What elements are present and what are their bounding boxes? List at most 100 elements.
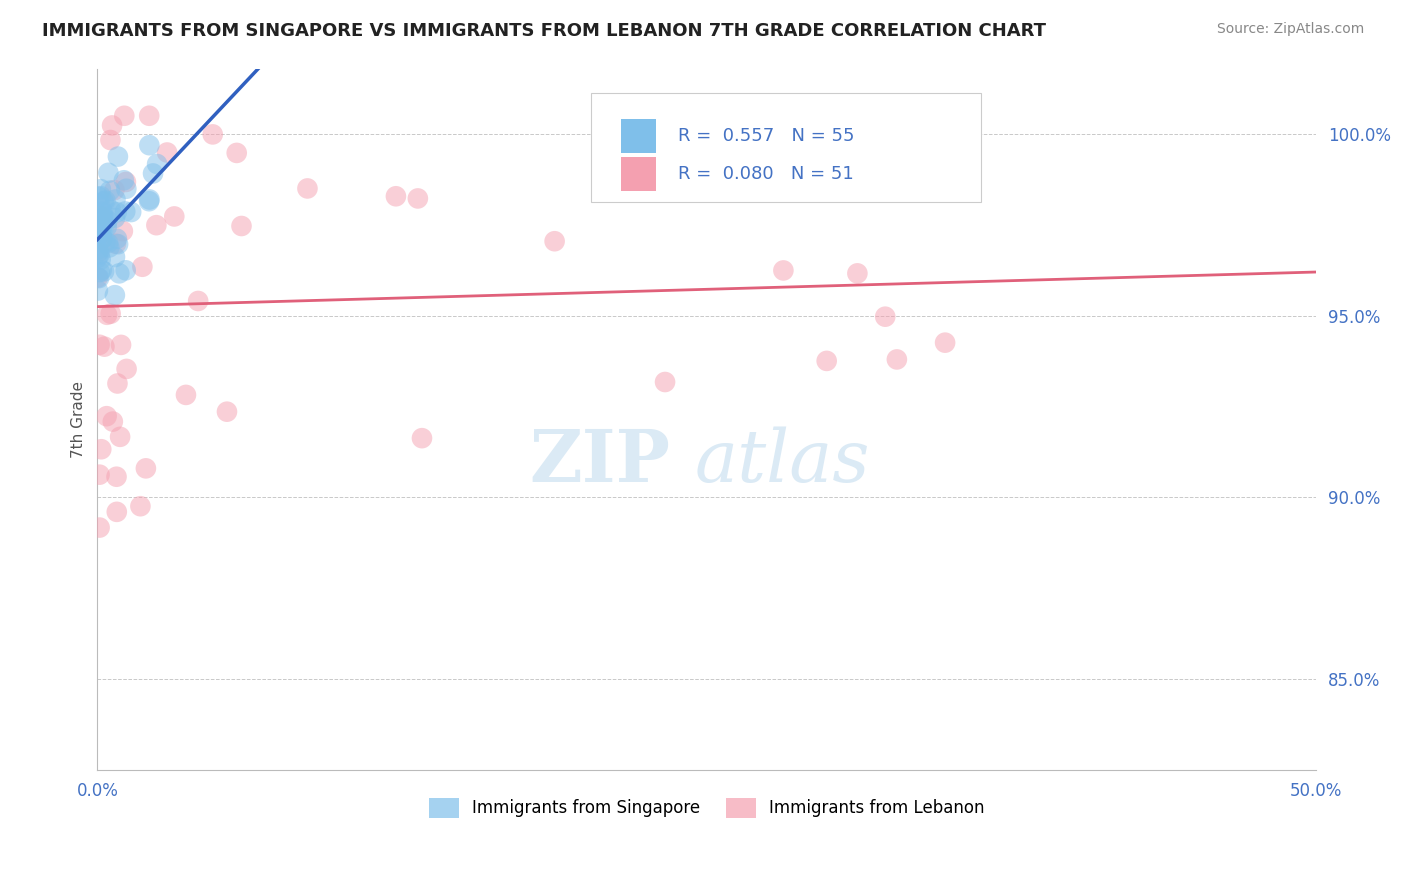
Point (91, 231, 114, 245)
Point (100, 202, 122, 217)
Point (98, 184, 121, 198)
Point (120, 205, 142, 219)
Point (114, 204, 136, 219)
Point (90, 225, 112, 239)
Point (89, 467, 111, 482)
Text: R =  0.080   N = 51: R = 0.080 N = 51 (678, 165, 853, 183)
Point (89, 338, 111, 352)
FancyBboxPatch shape (621, 120, 655, 153)
Point (107, 376, 129, 391)
Point (111, 224, 134, 238)
Point (112, 109, 135, 123)
Point (91, 223, 114, 237)
Point (87, 228, 110, 243)
Point (94, 194, 117, 208)
Point (107, 237, 129, 252)
Point (93, 264, 115, 278)
Point (104, 236, 127, 251)
Point (97, 166, 120, 180)
Point (87, 244, 110, 259)
Point (135, 461, 157, 475)
Point (96, 213, 118, 227)
Point (231, 219, 253, 233)
Point (105, 232, 128, 246)
Point (129, 500, 152, 514)
Point (934, 335, 956, 350)
Point (100, 133, 122, 147)
Point (145, 218, 167, 232)
Point (89, 226, 111, 240)
Point (108, 430, 131, 444)
Point (91, 211, 114, 225)
Point (104, 288, 127, 302)
Point (112, 173, 135, 187)
Point (138, 138, 160, 153)
Point (87, 284, 110, 298)
Point (94, 235, 117, 249)
Point (91, 218, 114, 232)
Point (110, 338, 132, 352)
Point (543, 234, 565, 248)
Point (215, 405, 238, 419)
Point (815, 354, 838, 368)
Point (96, 219, 118, 234)
Text: atlas: atlas (695, 426, 870, 497)
Point (96, 409, 118, 424)
Point (115, 182, 138, 196)
Point (103, 183, 125, 197)
Point (91, 232, 114, 246)
Point (138, 109, 160, 123)
Point (174, 388, 197, 402)
Point (101, 415, 124, 429)
Point (105, 469, 128, 483)
Y-axis label: 7th Grade: 7th Grade (72, 381, 86, 458)
Point (105, 505, 128, 519)
Point (87, 245, 110, 260)
Point (91, 209, 114, 223)
Point (91, 211, 114, 226)
Point (90, 263, 112, 277)
Point (87, 190, 110, 204)
Point (101, 119, 124, 133)
Point (411, 431, 433, 445)
Point (841, 128, 863, 143)
Point (87, 243, 110, 257)
Point (100, 307, 122, 321)
Point (846, 266, 869, 280)
Point (114, 263, 136, 277)
Point (105, 205, 128, 219)
Point (89, 213, 111, 227)
Point (89, 209, 111, 223)
Point (104, 193, 127, 207)
Point (225, 145, 247, 160)
Point (142, 166, 165, 180)
Point (115, 362, 138, 376)
Point (90, 252, 112, 267)
Point (115, 175, 138, 189)
Text: IMMIGRANTS FROM SINGAPORE VS IMMIGRANTS FROM LEBANON 7TH GRADE CORRELATION CHART: IMMIGRANTS FROM SINGAPORE VS IMMIGRANTS … (42, 22, 1046, 40)
Point (91, 205, 114, 219)
Point (108, 266, 131, 280)
Point (131, 260, 153, 274)
Point (138, 194, 160, 209)
Point (89, 197, 111, 211)
FancyBboxPatch shape (591, 93, 981, 202)
Point (96, 308, 118, 322)
Point (138, 193, 160, 207)
Point (93, 340, 115, 354)
Point (90, 189, 112, 203)
Text: Source: ZipAtlas.com: Source: ZipAtlas.com (1216, 22, 1364, 37)
Legend: Immigrants from Singapore, Immigrants from Lebanon: Immigrants from Singapore, Immigrants fr… (422, 791, 991, 825)
Point (156, 145, 179, 160)
Point (146, 157, 169, 171)
Point (87, 271, 110, 285)
Point (187, 293, 209, 308)
Point (104, 250, 127, 264)
Point (90, 442, 112, 457)
Point (654, 375, 676, 389)
Point (104, 211, 127, 225)
Text: R =  0.557   N = 55: R = 0.557 N = 55 (678, 127, 853, 145)
Point (107, 150, 129, 164)
Point (93, 194, 115, 209)
Point (86, 251, 108, 265)
